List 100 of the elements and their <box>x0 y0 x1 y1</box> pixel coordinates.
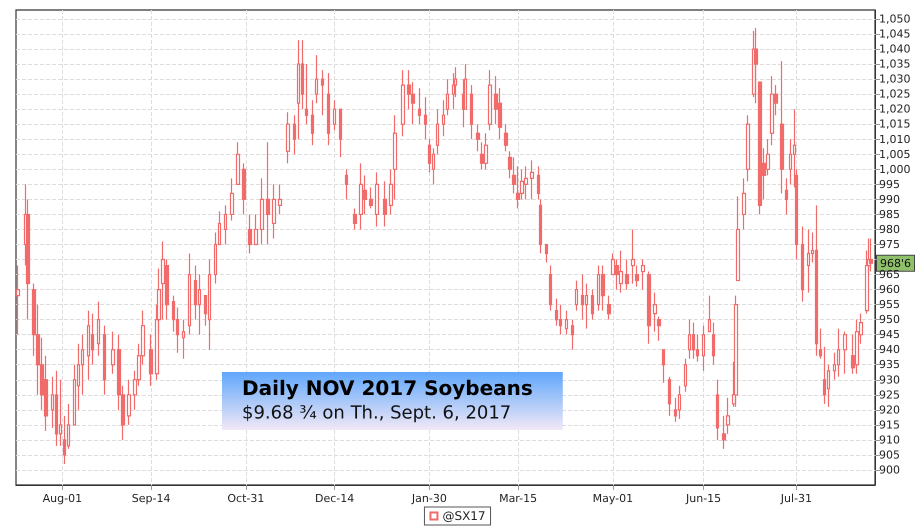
candlestick <box>574 280 578 312</box>
x-tick-label: May-01 <box>592 492 634 505</box>
y-tick-label: 1,025 <box>879 88 910 101</box>
annotation: 968'6 <box>880 256 912 270</box>
candlestick <box>446 78 450 116</box>
candlestick <box>248 214 252 254</box>
candlestick <box>524 166 528 200</box>
y-tick-label: 900 <box>879 463 900 476</box>
candlestick <box>624 258 630 290</box>
y-tick-label: 1,005 <box>879 148 910 161</box>
candlestick <box>770 76 774 146</box>
y-tick-label: 925 <box>879 388 900 402</box>
candlestick <box>606 295 612 320</box>
candlestick <box>758 82 762 216</box>
candlestick <box>332 100 336 131</box>
candlestick <box>646 270 652 344</box>
y-tick-label: 930 <box>879 373 900 386</box>
y-tick-label: 1,020 <box>879 102 910 116</box>
candlestick <box>708 295 712 332</box>
x-tick-label: Jul-31 <box>780 492 812 505</box>
y-tick-label: 1,010 <box>879 132 910 146</box>
candlestick <box>188 252 192 336</box>
y-tick-label: 1,030 <box>879 72 910 86</box>
candlestick <box>652 292 658 332</box>
candlestick <box>548 264 552 312</box>
y-tick-label: 1,045 <box>879 28 910 41</box>
candlestick <box>476 124 480 152</box>
x-tick-label: Aug-01 <box>42 492 82 505</box>
y-tick-label: 1,050 <box>879 12 910 26</box>
y-tick-label: 910 <box>879 433 900 446</box>
candlestick <box>314 54 318 104</box>
x-tick-label: Jun-15 <box>685 492 722 505</box>
candlestick <box>110 331 116 374</box>
candlestick <box>102 325 106 396</box>
candlestick <box>292 114 296 155</box>
y-tick-label: 955 <box>879 298 900 312</box>
y-tick-label: 905 <box>879 448 900 462</box>
candlestick <box>266 142 270 246</box>
candlestick <box>470 84 474 140</box>
candlestick <box>278 184 282 216</box>
candlestick <box>86 310 90 380</box>
candlestick <box>570 319 574 350</box>
candlestick <box>254 214 258 246</box>
y-tick-label: 965 <box>879 268 900 282</box>
candlestick <box>504 124 508 152</box>
text: Daily NOV 2017 Soybeans <box>242 376 533 400</box>
candlestick <box>564 310 568 336</box>
candlestick <box>600 264 606 312</box>
candlestick <box>640 258 646 290</box>
candlestick <box>530 160 534 200</box>
candlestick <box>814 204 818 356</box>
candlestick <box>818 328 822 360</box>
candlestick <box>742 178 746 230</box>
candlestick <box>382 180 388 228</box>
candlestick <box>692 322 696 360</box>
candlestick <box>678 385 682 420</box>
candlestick <box>822 346 826 404</box>
candlestick <box>688 319 692 360</box>
x-tick-label: Jan-30 <box>410 492 447 505</box>
y-tick-label: 995 <box>879 178 900 191</box>
candlestick <box>418 88 422 125</box>
candlestick <box>424 96 428 140</box>
x-tick-label: Mar-15 <box>499 492 538 505</box>
candlestick <box>148 334 154 386</box>
candlestick <box>538 198 542 254</box>
candlestick <box>716 379 720 441</box>
candlestick <box>338 108 342 158</box>
candlestick <box>662 349 666 384</box>
candlestick <box>344 168 348 200</box>
candlestick <box>656 316 662 342</box>
candlestick <box>374 172 380 228</box>
y-tick-label: 980 <box>879 222 900 236</box>
y-tick-label: 915 <box>879 418 900 432</box>
candlestick <box>352 208 358 230</box>
candlestick <box>734 295 738 408</box>
x-tick-label: Oct-31 <box>227 492 264 505</box>
y-tick-label: 950 <box>879 313 900 326</box>
y-tick-label: 985 <box>879 208 900 221</box>
candlestick <box>702 325 706 372</box>
candlestick <box>536 166 540 200</box>
y-tick-label: 1,015 <box>879 118 910 131</box>
candlestick <box>684 358 688 392</box>
candlestick <box>754 27 758 104</box>
candlestick <box>236 142 240 185</box>
candlestick <box>296 39 300 140</box>
candlestick <box>16 264 20 336</box>
y-tick-label: 960 <box>879 283 900 296</box>
y-tick-label: 945 <box>879 328 900 342</box>
y-tick-label: 1,040 <box>879 42 910 56</box>
y-tick-label: 990 <box>879 192 900 206</box>
candlestick <box>54 370 58 447</box>
candlestick <box>400 70 406 137</box>
candlestick <box>800 226 804 302</box>
candlestick <box>320 70 324 116</box>
candlestick <box>182 319 186 360</box>
candlestick <box>368 186 374 210</box>
candlestick <box>224 204 228 246</box>
candlestick <box>784 178 788 216</box>
candlestick <box>304 64 308 125</box>
y-tick-label: 920 <box>879 403 900 416</box>
